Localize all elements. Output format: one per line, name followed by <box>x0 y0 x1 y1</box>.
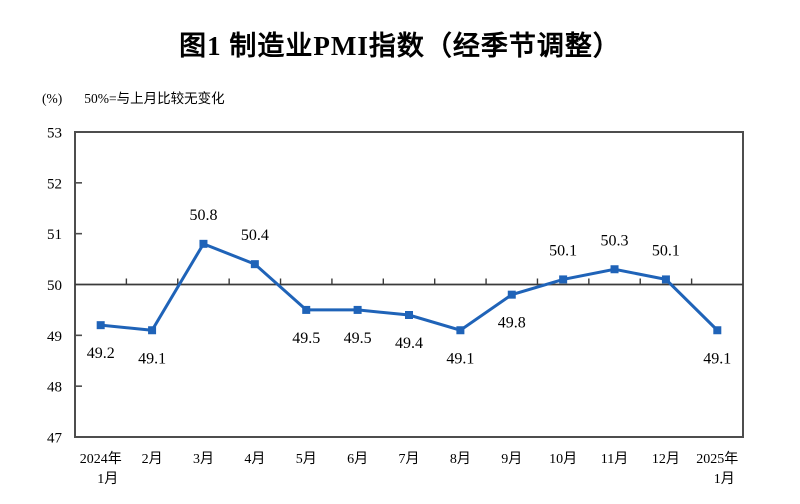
y-axis-unit-label: (%) <box>42 91 63 106</box>
x-axis-label: 2月 <box>142 451 163 467</box>
data-point-marker <box>559 275 568 284</box>
x-axis-label: 11月 <box>601 451 628 467</box>
data-point-label: 50.1 <box>652 242 680 259</box>
x-axis-label: 2025年 1月 <box>696 451 738 487</box>
data-point-marker <box>405 311 413 319</box>
data-point-marker <box>713 326 722 335</box>
data-point-label: 49.8 <box>498 315 526 332</box>
y-axis-tick-label: 49 <box>47 329 62 345</box>
data-point-marker <box>353 305 362 314</box>
data-point-label: 49.2 <box>87 345 115 362</box>
chart-title: 图1 制造业PMI指数（经季节调整） <box>179 31 621 61</box>
data-point-label: 49.5 <box>292 330 320 347</box>
chart-subtitle: (%) 50%=与上月比较无变化 <box>42 87 225 107</box>
x-axis-label: 2024年 1月 <box>80 451 122 487</box>
data-point-marker <box>610 265 619 274</box>
data-point-label: 50.1 <box>549 242 577 259</box>
y-axis-tick-label: 51 <box>47 227 62 243</box>
data-point-marker <box>148 326 157 335</box>
x-axis-label: 5月 <box>296 451 317 467</box>
data-point-label: 50.3 <box>601 232 629 249</box>
data-point-label: 49.4 <box>395 335 423 352</box>
data-point-marker <box>302 305 311 314</box>
data-point-label: 49.5 <box>344 330 372 347</box>
x-axis-label: 3月 <box>193 451 214 467</box>
data-point-marker <box>661 275 670 284</box>
x-axis-label: 8月 <box>450 451 471 467</box>
data-point-marker <box>507 290 516 299</box>
x-axis-label: 9月 <box>501 451 522 467</box>
data-point-label: 49.1 <box>446 350 474 367</box>
data-point-label: 50.4 <box>241 227 269 244</box>
y-axis-tick-label: 50 <box>47 278 62 294</box>
y-axis-tick-label: 52 <box>47 176 62 192</box>
y-axis-tick-label: 48 <box>47 380 62 396</box>
data-point-marker <box>250 260 259 269</box>
data-point-marker <box>456 326 465 335</box>
y-axis-tick-label: 53 <box>47 126 62 142</box>
data-point-marker <box>96 321 105 330</box>
x-axis-label: 12月 <box>652 451 680 467</box>
data-point-label: 49.1 <box>703 350 731 367</box>
x-axis-label: 7月 <box>399 451 420 467</box>
y-axis-tick-label: 47 <box>47 431 63 447</box>
x-axis-label: 4月 <box>244 451 265 467</box>
reference-line-note: 50%=与上月比较无变化 <box>84 91 225 106</box>
x-axis-label: 6月 <box>347 451 368 467</box>
data-point-label: 50.8 <box>189 207 217 224</box>
x-axis-label: 10月 <box>549 451 577 467</box>
data-point-label: 49.1 <box>138 350 166 367</box>
data-point-marker <box>199 239 208 248</box>
